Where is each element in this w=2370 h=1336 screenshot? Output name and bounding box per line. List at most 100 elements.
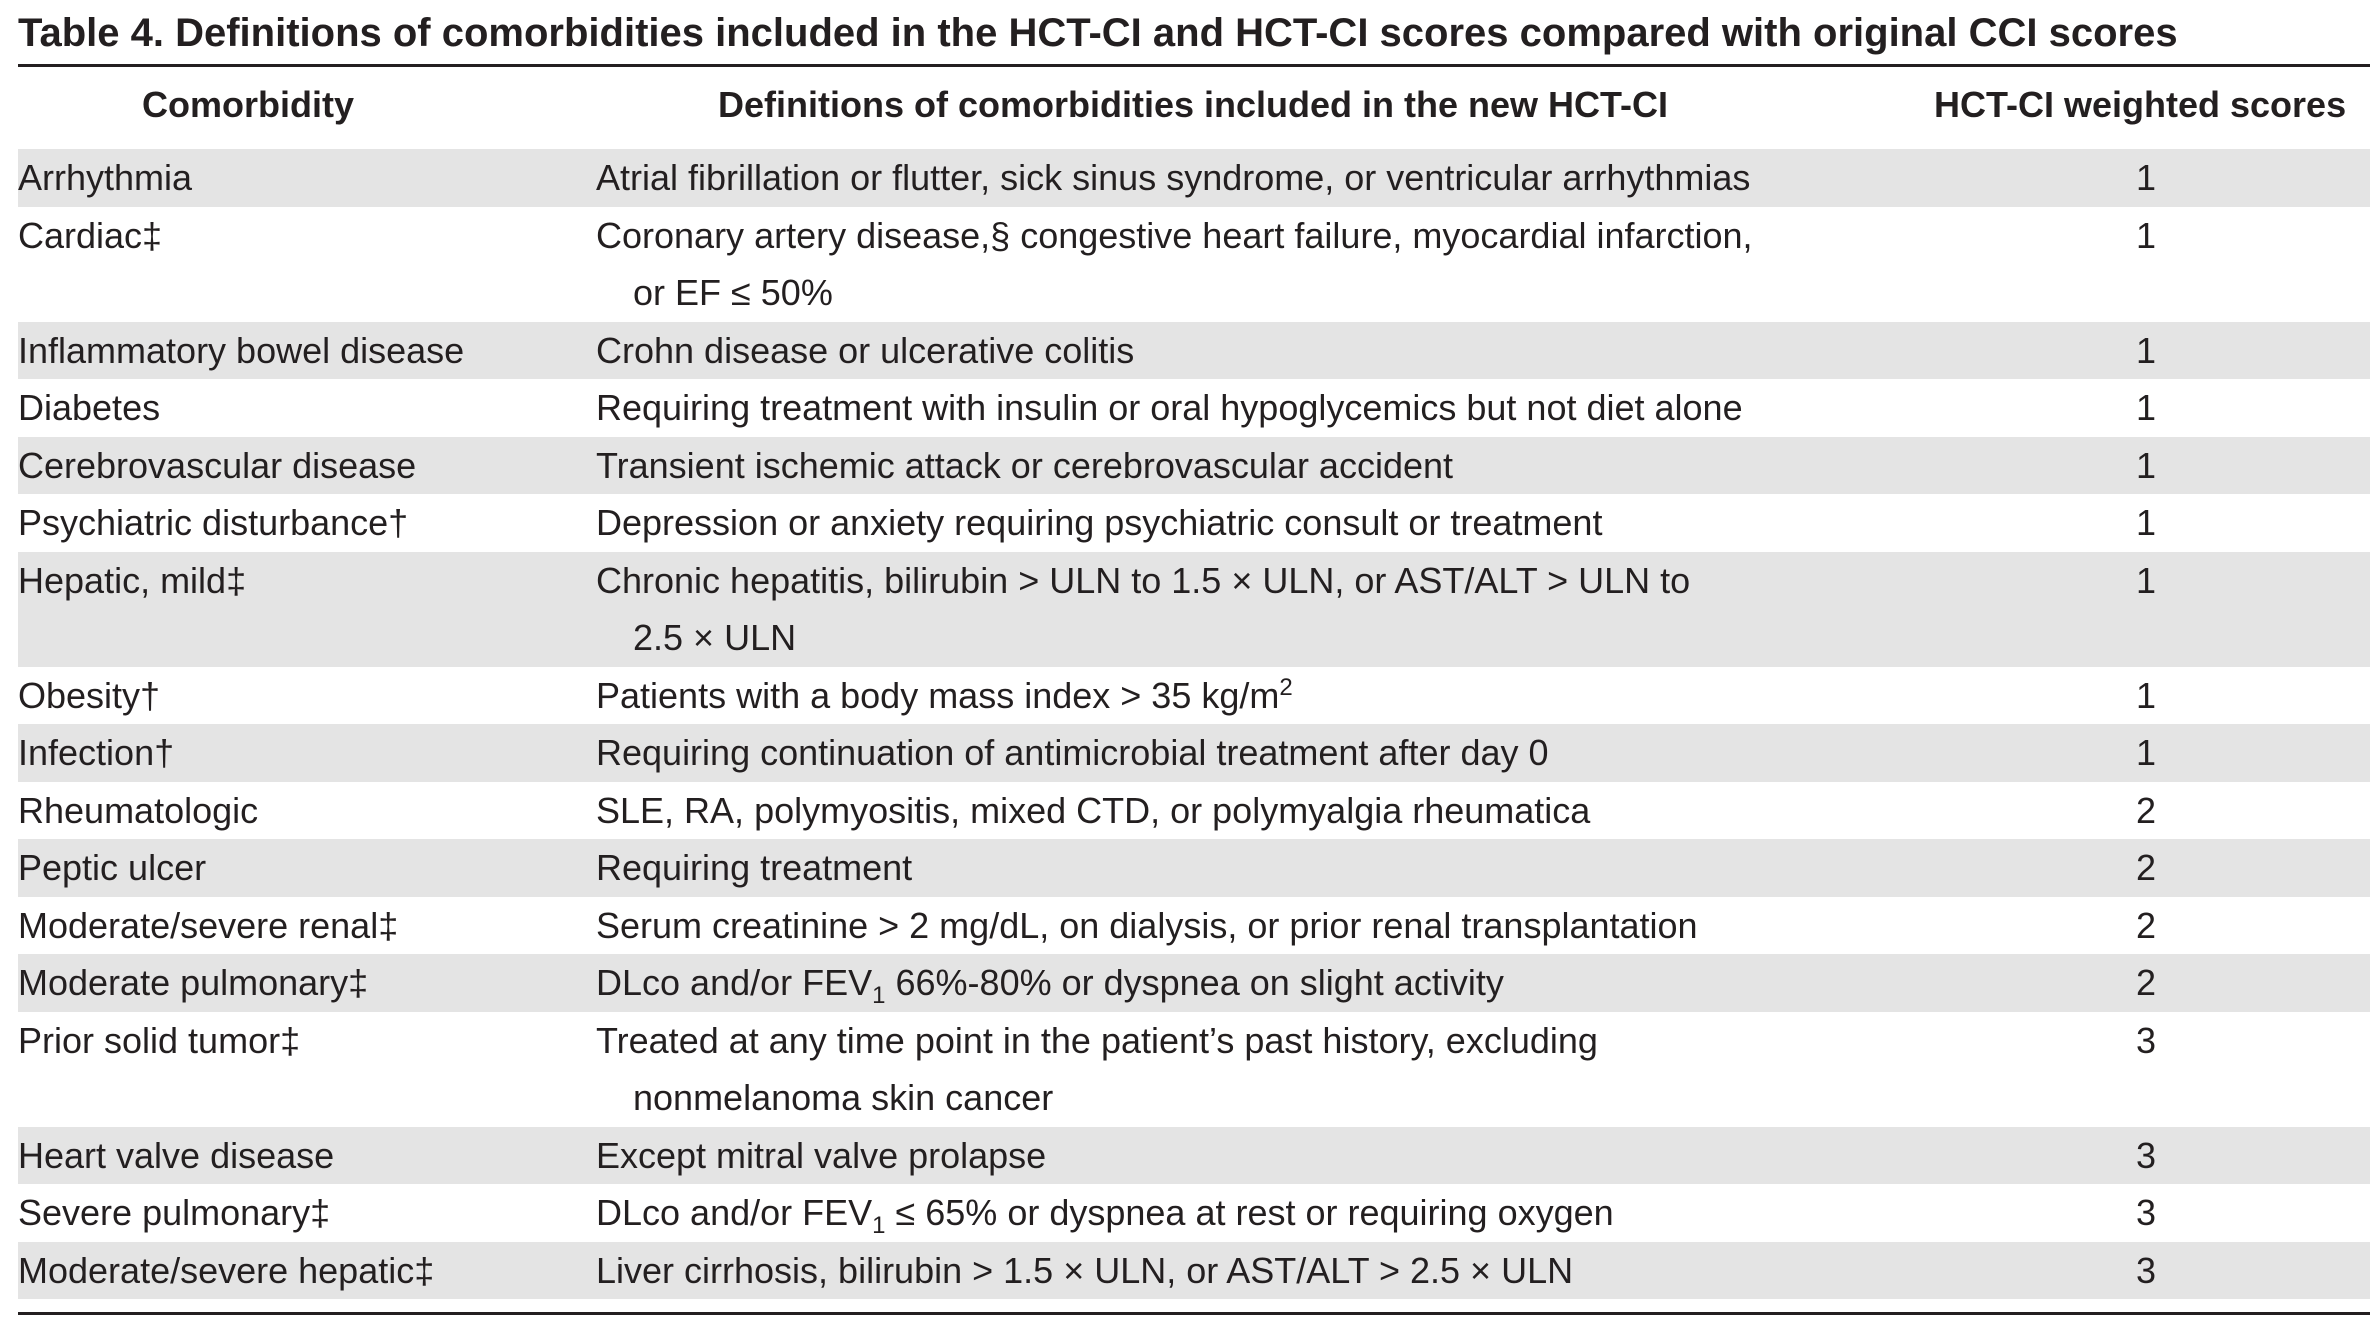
definition-cell: Requiring treatment <box>596 839 1876 897</box>
score-cell: 3 <box>2136 1249 2157 1291</box>
table-row: Peptic ulcer Requiring treatment 2 <box>18 839 2370 897</box>
score-cell: 1 <box>2136 502 2157 543</box>
definition-cell: Coronary artery disease,§ congestive hea… <box>596 207 1876 322</box>
table-header: Comorbidity Definitions of comorbidities… <box>0 76 2370 134</box>
definition-cell: Depression or anxiety requiring psychiat… <box>596 494 1876 552</box>
definition-text: 66%-80% or dyspnea on slight activity <box>885 962 1504 1003</box>
score-cell: 1 <box>2136 559 2157 601</box>
table-row: Rheumatologic SLE, RA, polymyositis, mixe… <box>18 782 2370 840</box>
definition-line: Depression or anxiety requiring psychiat… <box>596 502 1603 543</box>
comorbidity-cell: Moderate/severe renal‡ <box>18 904 399 946</box>
subscript: 1 <box>872 982 886 1010</box>
comorbidity-cell: Moderate/severe hepatic‡ <box>18 1249 435 1291</box>
score-cell: 2 <box>2136 962 2157 1003</box>
comorbidity-cell: Heart valve disease <box>18 1134 335 1176</box>
table-row: Psychiatric disturbance† Depression or an… <box>18 494 2370 552</box>
score-cell: 1 <box>2136 387 2157 428</box>
definition-line: Crohn disease or ulcerative colitis <box>596 329 1135 371</box>
score-cell: 1 <box>2136 674 2157 716</box>
definition-text: ≤ 65% or dyspnea at rest or requiring ox… <box>885 1192 1614 1233</box>
definition-cell: Transient ischemic attack or cerebrovasc… <box>596 437 1876 495</box>
definition-cell: Patients with a body mass index > 35 kg/… <box>596 667 1876 725</box>
comorbidity-cell: Rheumatologic <box>18 789 259 831</box>
definition-cell: Chronic hepatitis, bilirubin > ULN to 1.… <box>596 552 1876 667</box>
table-row: Prior solid tumor‡ Treated at any time po… <box>18 1012 2370 1127</box>
header-score: HCT-CI weighted scores <box>1934 84 2347 125</box>
definition-line: DLco and/or FEV1 66%-80% or dyspnea on s… <box>596 954 1876 1012</box>
table-body: Arrhythmia Atrial fibrillation or flutter… <box>18 149 2370 1299</box>
header-comorbidity: Comorbidity <box>142 84 354 125</box>
comorbidity-cell: Severe pulmonary‡ <box>18 1192 331 1233</box>
comorbidity-cell: Infection† <box>18 732 175 773</box>
bottom-rule <box>18 1312 2370 1315</box>
comorbidity-cell: Arrhythmia <box>18 157 193 198</box>
definition-cell: DLco and/or FEV1 66%-80% or dyspnea on s… <box>596 954 1876 1012</box>
comorbidity-cell: Inflammatory bowel disease <box>18 329 465 371</box>
definition-line: nonmelanoma skin cancer <box>633 1077 1054 1118</box>
comorbidity-cell: Moderate pulmonary‡ <box>18 962 369 1003</box>
definition-line: Requiring continuation of antimicrobial … <box>596 732 1549 773</box>
definition-line: Requiring treatment with insulin or oral… <box>596 387 1743 428</box>
comorbidity-cell: Obesity† <box>18 674 161 716</box>
definition-line: or EF ≤ 50% <box>633 272 833 313</box>
table-row: Hepatic, mild‡ Chronic hepatitis, bilirub… <box>18 551 2370 667</box>
definition-cell: DLco and/or FEV1 ≤ 65% or dyspnea at res… <box>596 1184 1876 1242</box>
table-row: Infection† Requiring continuation of anti… <box>18 724 2370 782</box>
table-row: Arrhythmia Atrial fibrillation or flutter… <box>18 149 2370 207</box>
comorbidity-cell: Diabetes <box>18 387 161 428</box>
definition-cell: Liver cirrhosis, bilirubin > 1.5 × ULN, … <box>596 1242 1876 1300</box>
comorbidity-cell: Prior solid tumor‡ <box>18 1019 301 1061</box>
definition-cell: Except mitral valve prolapse <box>596 1127 1876 1185</box>
score-cell: 2 <box>2136 904 2157 946</box>
score-cell: 3 <box>2136 1134 2157 1176</box>
score-cell: 1 <box>2136 444 2157 486</box>
comorbidity-cell: Cardiac‡ <box>18 214 163 256</box>
definition-line: DLco and/or FEV1 ≤ 65% or dyspnea at res… <box>596 1184 1876 1242</box>
definition-line: Requiring treatment <box>596 847 913 888</box>
definition-line: Liver cirrhosis, bilirubin > 1.5 × ULN, … <box>596 1249 1574 1291</box>
definition-text: DLco and/or FEV <box>596 962 873 1003</box>
superscript: 2 <box>1279 673 1293 701</box>
definition-cell: Requiring continuation of antimicrobial … <box>596 724 1876 782</box>
score-cell: 3 <box>2136 1192 2157 1233</box>
table-title: Table 4. Definitions of comorbidities in… <box>18 11 2178 55</box>
table-row: Moderate/severe renal‡ Serum creatinine >… <box>18 897 2370 955</box>
definition-line: Patients with a body mass index > 35 kg/… <box>596 673 1293 716</box>
score-cell: 1 <box>2136 214 2157 256</box>
table-row: Severe pulmonary‡ DLco and/or FEV1 ≤ 65% … <box>18 1184 2370 1242</box>
comorbidity-cell: Peptic ulcer <box>18 847 207 888</box>
definition-cell: SLE, RA, polymyositis, mixed CTD, or pol… <box>596 782 1876 840</box>
score-cell: 2 <box>2136 789 2157 831</box>
table-row: Obesity† Patients with a body mass index … <box>18 667 2370 725</box>
comorbidity-cell: Psychiatric disturbance† <box>18 502 409 543</box>
comorbidity-cell: Cerebrovascular disease <box>18 444 417 486</box>
table-row: Cardiac‡ Coronary artery disease,§ conges… <box>18 207 2370 322</box>
definition-line: Treated at any time point in the patient… <box>596 1019 1598 1061</box>
score-cell: 1 <box>2136 329 2157 371</box>
definition-line: SLE, RA, polymyositis, mixed CTD, or pol… <box>596 789 1591 831</box>
definition-line: Transient ischemic attack or cerebrovasc… <box>596 444 1454 486</box>
definition-cell: Crohn disease or ulcerative colitis <box>596 322 1876 380</box>
definition-line: Coronary artery disease,§ congestive hea… <box>596 214 1753 256</box>
definition-cell: Treated at any time point in the patient… <box>596 1012 1876 1127</box>
table-row: Moderate pulmonary‡ DLco and/or FEV1 66%-… <box>18 954 2370 1012</box>
definition-cell: Requiring treatment with insulin or oral… <box>596 379 1876 437</box>
definition-line: Chronic hepatitis, bilirubin > ULN to 1.… <box>596 559 1691 601</box>
comorbidity-cell: Hepatic, mild‡ <box>18 559 247 601</box>
definition-cell: Serum creatinine > 2 mg/dL, on dialysis,… <box>596 897 1876 955</box>
table-row: Inflammatory bowel disease Crohn disease … <box>18 321 2370 380</box>
definition-line: Except mitral valve prolapse <box>596 1134 1047 1176</box>
definition-cell: Atrial fibrillation or flutter, sick sin… <box>596 149 1876 207</box>
score-cell: 1 <box>2136 732 2157 773</box>
table-row: Moderate/severe hepatic‡ Liver cirrhosis,… <box>18 1241 2370 1300</box>
definition-line: Atrial fibrillation or flutter, sick sin… <box>596 157 1751 198</box>
table-row: Diabetes Requiring treatment with insulin… <box>18 379 2370 437</box>
score-cell: 2 <box>2136 847 2157 888</box>
score-cell: 3 <box>2136 1019 2157 1061</box>
score-cell: 1 <box>2136 157 2157 198</box>
header-definition: Definitions of comorbidities included in… <box>718 84 1669 125</box>
definition-text: DLco and/or FEV <box>596 1192 873 1233</box>
definition-line: 2.5 × ULN <box>633 617 797 658</box>
top-rule <box>18 64 2370 67</box>
definition-line: Serum creatinine > 2 mg/dL, on dialysis,… <box>596 904 1698 946</box>
